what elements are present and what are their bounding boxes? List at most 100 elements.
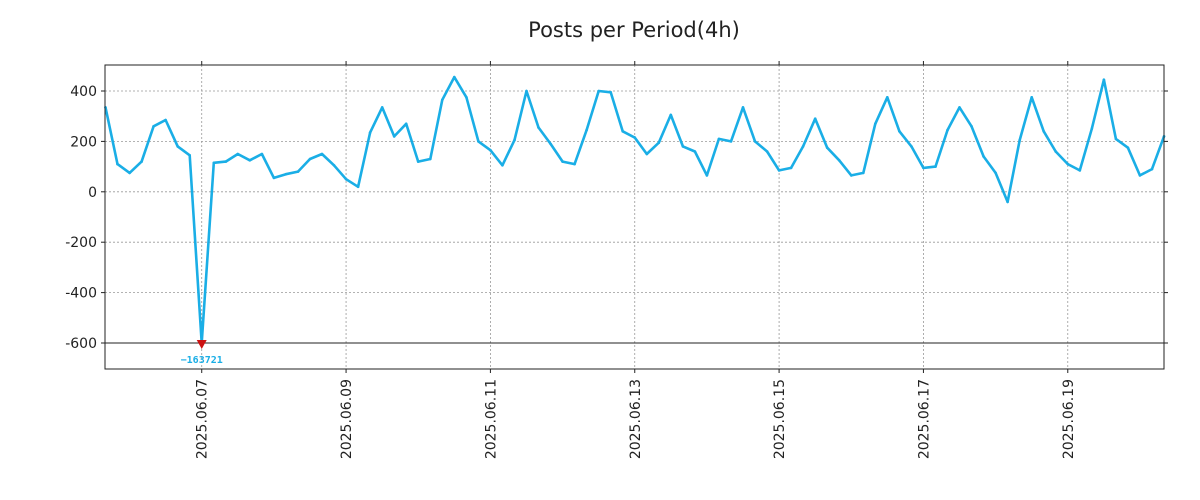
- data-point: [1066, 162, 1070, 166]
- data-point: [777, 169, 781, 172]
- data-point: [549, 142, 552, 146]
- data-point: [1006, 200, 1009, 204]
- data-point: [284, 172, 288, 176]
- data-point: [152, 125, 155, 128]
- y-tick-label: -400: [65, 286, 97, 302]
- data-point: [429, 157, 432, 161]
- x-axis: 2025.06.07 2025.06.09 2025.06.11 2025.06.13…: [195, 61, 1077, 459]
- data-point: [1090, 127, 1094, 131]
- data-point: [825, 146, 829, 149]
- data-point: [705, 174, 709, 177]
- x-tick-label: 2025.06.15: [772, 379, 788, 459]
- data-point: [681, 145, 685, 148]
- data-point: [441, 98, 444, 102]
- y-axis: 400 200 0 -200 -400 -600: [65, 84, 1168, 352]
- data-point: [765, 150, 769, 153]
- x-tick-label: 2025.06.09: [339, 379, 355, 459]
- data-point: [958, 106, 961, 109]
- data-point: [164, 118, 167, 122]
- data-point: [1114, 137, 1118, 141]
- data-point: [1138, 174, 1142, 177]
- y-tick-label: -600: [65, 336, 97, 352]
- data-point: [140, 160, 143, 163]
- data-point: [874, 122, 877, 126]
- data-point: [789, 166, 793, 170]
- x-tick-label: 2025.06.19: [1061, 379, 1077, 459]
- data-point: [501, 164, 504, 167]
- min-value-label: −163721: [181, 355, 223, 366]
- data-point: [753, 140, 757, 143]
- data-point: [1042, 130, 1045, 133]
- data-point: [693, 150, 697, 153]
- y-tick-label: 400: [70, 84, 97, 100]
- data-point: [525, 89, 528, 93]
- data-point: [994, 171, 997, 175]
- data-point: [850, 174, 853, 177]
- x-tick-label: 2025.06.13: [628, 379, 644, 459]
- data-point: [296, 170, 300, 173]
- data-point: [537, 126, 540, 129]
- data-point: [597, 89, 600, 93]
- data-point: [332, 164, 336, 167]
- data-point: [380, 106, 384, 109]
- data-point: [657, 141, 661, 144]
- data-point: [308, 157, 312, 161]
- data-point: [1054, 150, 1057, 153]
- data-point: [404, 122, 408, 126]
- data-point: [898, 130, 901, 133]
- data-point: [621, 130, 624, 133]
- data-point: [729, 140, 733, 143]
- data-point: [260, 152, 264, 156]
- data-point: [837, 159, 841, 162]
- y-tick-label: -200: [65, 235, 97, 251]
- data-point: [1030, 96, 1033, 99]
- data-point: [741, 106, 745, 109]
- data-point: [477, 140, 480, 143]
- data-point: [453, 75, 456, 79]
- data-point: [248, 159, 252, 162]
- data-point: [561, 160, 564, 163]
- data-point: [236, 152, 240, 156]
- x-tick-label: 2025.06.07: [195, 379, 211, 459]
- data-point: [188, 154, 191, 157]
- data-point: [946, 128, 949, 132]
- data-point: [344, 177, 348, 181]
- annotation-layer: −163721: [181, 340, 223, 366]
- y-tick-label: 0: [88, 185, 97, 201]
- data-point: [922, 166, 925, 170]
- data-point: [910, 145, 913, 148]
- x-tick-label: 2025.06.11: [483, 379, 499, 459]
- data-point: [392, 135, 396, 138]
- data-point: [813, 117, 817, 120]
- data-point: [717, 137, 721, 141]
- data-point: [116, 162, 119, 166]
- x-tick-label: 2025.06.17: [916, 379, 932, 459]
- series-layer: [104, 75, 1166, 345]
- data-point: [356, 185, 360, 189]
- data-point: [368, 131, 372, 134]
- data-point: [489, 148, 492, 152]
- data-point: [224, 160, 228, 163]
- data-point: [1150, 167, 1154, 171]
- data-point: [982, 155, 985, 158]
- data-point: [633, 136, 637, 139]
- min-marker-icon: [196, 340, 207, 349]
- data-point: [212, 161, 216, 165]
- data-point: [513, 138, 516, 142]
- data-point: [862, 171, 865, 175]
- y-tick-label: 200: [70, 134, 97, 150]
- data-point: [272, 176, 276, 180]
- data-point: [1102, 78, 1106, 81]
- data-point: [645, 152, 649, 156]
- data-point: [416, 160, 420, 163]
- data-point: [1018, 138, 1021, 142]
- data-point: [320, 152, 324, 156]
- chart-title: Posts per Period(4h): [528, 18, 740, 42]
- data-point: [934, 165, 937, 168]
- data-point: [669, 113, 673, 117]
- data-point: [585, 128, 588, 132]
- data-point: [128, 171, 131, 175]
- data-point: [609, 91, 612, 94]
- data-point: [465, 96, 468, 99]
